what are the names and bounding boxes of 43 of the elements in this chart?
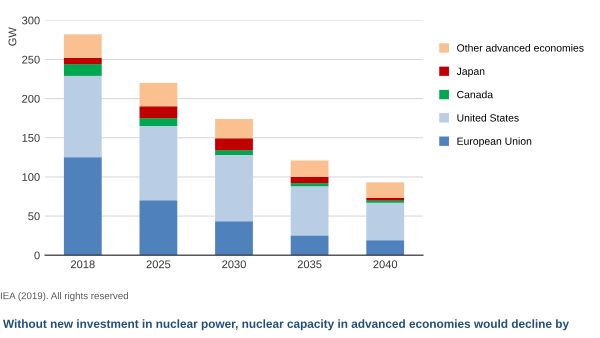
- bar: [215, 138, 253, 150]
- y-tick-label: 150: [22, 134, 40, 142]
- y-tick-label: 100: [22, 173, 40, 182]
- text: Without new investment in nuclear power, nuclear capacity in advanced economies would decline by: [3, 319, 569, 330]
- legend-label: European Union: [457, 137, 532, 147]
- x-tick-label: 2018: [71, 260, 95, 268]
- legend-label: Other advanced economies: [457, 44, 584, 52]
- legend-label: United States: [457, 114, 519, 122]
- y-tick-label: 300: [22, 16, 40, 24]
- bar: [64, 34, 102, 58]
- bar: [64, 64, 102, 76]
- legend-label: Japan: [456, 68, 484, 78]
- y-tick-label: 0: [34, 251, 40, 260]
- bar: [140, 118, 178, 126]
- bar: [290, 236, 328, 256]
- bar: [140, 106, 178, 118]
- y-axis-title: GW: [8, 27, 16, 46]
- bar: [140, 82, 178, 106]
- bar: [290, 176, 328, 184]
- x-tick-label: 2035: [298, 260, 322, 268]
- y-tick-label: 50: [28, 212, 40, 220]
- bar: [64, 76, 102, 158]
- y-tick-label: 250: [22, 56, 40, 64]
- bar: [64, 157, 102, 256]
- bar: [215, 118, 253, 139]
- y-tick-label: 200: [22, 94, 40, 103]
- bar: [215, 154, 253, 222]
- bar: [215, 222, 253, 256]
- bar: [366, 202, 404, 240]
- bar: [64, 58, 102, 64]
- text: IEA (2019). All rights reserved: [0, 292, 128, 302]
- bar: [290, 186, 328, 236]
- bar: [290, 183, 328, 186]
- bar: [366, 240, 404, 256]
- x-tick-label: 2040: [373, 260, 398, 268]
- bar: [140, 200, 178, 256]
- bar: [215, 150, 253, 155]
- x-tick-label: 2025: [146, 260, 170, 268]
- legend-label: Canada: [457, 90, 494, 98]
- bar: [366, 182, 404, 198]
- x-tick-label: 2030: [222, 260, 246, 268]
- bar: [140, 126, 178, 200]
- bar: [290, 160, 328, 177]
